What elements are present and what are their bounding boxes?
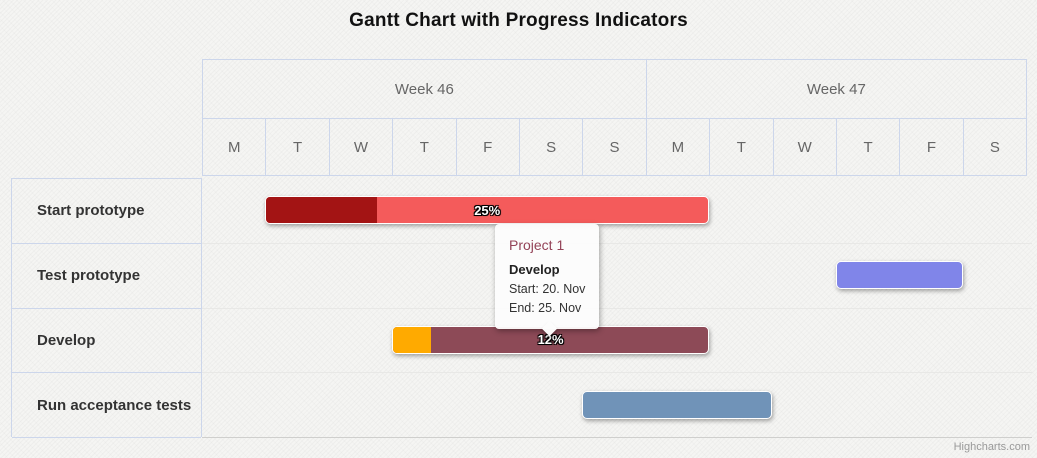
gantt-bar-start-prototype[interactable]: 25% xyxy=(265,196,710,225)
chart-title: Gantt Chart with Progress Indicators xyxy=(349,10,688,31)
day-label-12: F xyxy=(900,119,964,175)
progress-percent-label: 25% xyxy=(474,202,501,218)
day-label-4: T xyxy=(393,119,457,175)
day-label-3: W xyxy=(330,119,394,175)
day-label-10: W xyxy=(774,119,837,175)
category-label: Test prototype xyxy=(12,244,201,309)
category-label: Run acceptance tests xyxy=(12,373,201,438)
category-label: Develop xyxy=(12,309,201,374)
day-label-2: T xyxy=(266,119,330,175)
tooltip-task-name: Develop xyxy=(509,261,560,277)
row-separator xyxy=(202,372,1032,373)
progress-percent-label: 12% xyxy=(537,332,564,348)
progress-fill xyxy=(266,197,377,224)
gantt-bar-run-acceptance-tests[interactable] xyxy=(582,390,773,419)
week-label-1: Week 46 xyxy=(203,60,647,118)
day-label-13: S xyxy=(964,119,1028,175)
day-label-6: S xyxy=(520,119,584,175)
day-label-1: M xyxy=(203,119,267,175)
category-axis: Start prototype Test prototype Develop Run … xyxy=(11,178,202,438)
tooltip-project-title: Project 1 xyxy=(509,237,565,253)
category-label: Start prototype xyxy=(12,179,201,244)
day-label-8: M xyxy=(647,119,711,175)
tooltip-end-date: End: 25. Nov xyxy=(509,301,582,316)
day-label-7: S xyxy=(583,119,647,175)
progress-fill xyxy=(393,326,431,353)
day-label-11: T xyxy=(837,119,901,175)
tooltip: Project 1 Develop Start: 20. Nov End: 25… xyxy=(495,224,599,336)
row-separator xyxy=(202,243,1032,244)
week-axis: Week 46 Week 47 xyxy=(202,59,1027,118)
tooltip-start-date: Start: 20. Nov xyxy=(509,281,586,296)
highcharts-credit-link[interactable]: Highcharts.com xyxy=(953,441,1030,453)
gantt-bar-test-prototype[interactable] xyxy=(835,261,963,290)
week-label-2: Week 47 xyxy=(647,60,1027,118)
row-separator xyxy=(202,308,1032,309)
day-label-5: F xyxy=(457,119,520,175)
x-axis-line xyxy=(202,437,1032,438)
plot-area: 25% 12% xyxy=(202,178,1032,439)
day-label-9: T xyxy=(710,119,774,175)
